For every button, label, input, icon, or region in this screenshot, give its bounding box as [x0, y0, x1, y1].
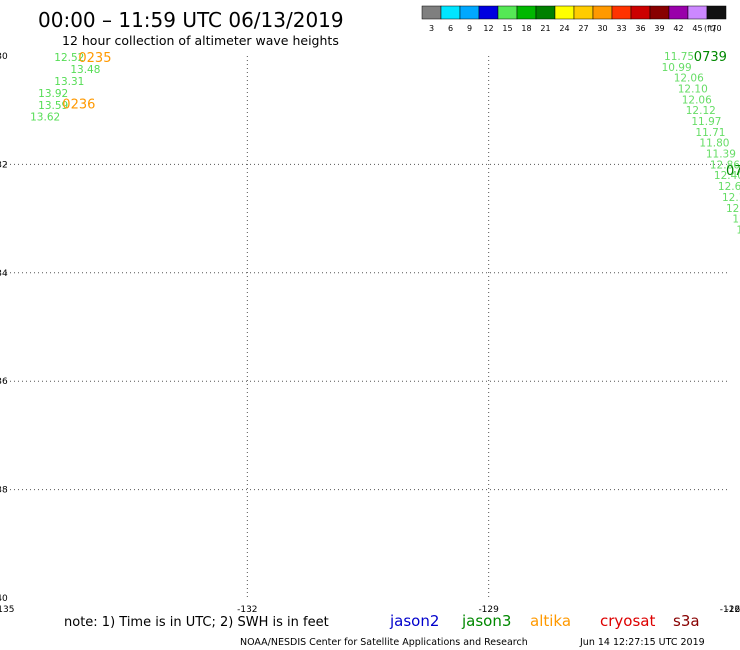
- chart-subtitle: 12 hour collection of altimeter wave hei…: [62, 33, 339, 48]
- wave-height-value: 12.30: [732, 214, 740, 226]
- legend-entry-s3a: s3a: [673, 612, 700, 630]
- y-tick-label: -32: [0, 160, 8, 170]
- x-tick-label: -120: [726, 605, 740, 615]
- x-tick-label: -132: [237, 605, 257, 615]
- color-scale-swatch: [706, 5, 727, 20]
- color-scale-swatch: [592, 5, 613, 20]
- color-scale-swatch: [497, 5, 518, 20]
- x-tick-label: -129: [478, 605, 499, 615]
- color-scale-swatch: [573, 5, 594, 20]
- y-tick-label: -36: [0, 377, 8, 387]
- y-tick-label: -34: [0, 269, 8, 279]
- color-scale-swatch: [535, 5, 556, 20]
- color-scale-label: 15: [502, 24, 512, 33]
- pass-time-label: 0739: [694, 50, 727, 65]
- y-tick-label: -30: [0, 52, 8, 62]
- color-scale-swatch: [554, 5, 575, 20]
- color-scale-label: 27: [578, 24, 588, 33]
- color-scale-swatch: [649, 5, 670, 20]
- color-scale-label: 42: [673, 24, 683, 33]
- color-scale-label: 36: [635, 24, 645, 33]
- color-scale-swatch: [459, 5, 480, 20]
- wave-height-value: 11.75: [664, 51, 694, 63]
- wave-height-value: 11.97: [691, 116, 721, 128]
- wave-height-value: 12.06: [682, 94, 712, 106]
- color-scale-label: 9: [467, 24, 472, 33]
- color-scale-label: 3: [429, 24, 434, 33]
- wave-height-value: 13.59: [38, 100, 68, 112]
- color-scale-swatch: [611, 5, 632, 20]
- color-scale-label: 39: [654, 24, 664, 33]
- color-scale-label: 70: [711, 24, 721, 33]
- wave-height-value: 12.10: [678, 84, 708, 96]
- color-scale-swatch: [516, 5, 537, 20]
- pass-time-label: 0235: [78, 51, 111, 66]
- wave-height-value: 12.12: [686, 105, 716, 117]
- satellite-legend: jason2 jason3 altika cryosat s3a: [389, 612, 700, 630]
- color-scale-label: 45: [692, 24, 702, 33]
- y-tick-label: -40: [0, 594, 8, 604]
- wave-height-value: 12.86: [710, 159, 740, 171]
- wave-height-value: 11.71: [695, 127, 725, 139]
- color-scale-swatch: [478, 5, 499, 20]
- color-scale-swatch: [421, 5, 442, 20]
- pass-time-label: 0740: [726, 164, 740, 179]
- wave-height-value: 12.16: [722, 192, 740, 204]
- color-scale-label: 33: [616, 24, 626, 33]
- wave-height-value: 13.31: [54, 76, 84, 88]
- color-scale-swatch: [687, 5, 708, 20]
- color-scale-label: 18: [521, 24, 531, 33]
- legend-entry-altika: altika: [530, 612, 571, 630]
- wave-height-value: 10.99: [662, 62, 692, 74]
- y-axis-ticks: -30 -32 -34 -36 -38 -40: [0, 52, 8, 604]
- color-scale-unit: (ft): [704, 24, 716, 33]
- plot-grid: [6, 56, 730, 598]
- footer-note: note: 1) Time is in UTC; 2) SWH is in fe…: [64, 615, 329, 630]
- wave-height-value: 12.06: [674, 73, 704, 85]
- footer-timestamp: Jun 14 12:27:15 UTC 2019: [579, 637, 705, 648]
- footer-credit: NOAA/NESDIS Center for Satellite Applica…: [240, 637, 528, 648]
- pass-time-label: 0236: [62, 98, 95, 113]
- wave-height-value: 13.48: [70, 64, 100, 76]
- legend-entry-jason3: jason3: [461, 612, 511, 630]
- wave-height-value: 11.80: [699, 138, 729, 150]
- legend-entry-cryosat: cryosat: [600, 612, 655, 630]
- color-scale-swatch: [630, 5, 651, 20]
- y-tick-label: -38: [0, 486, 8, 496]
- wave-height-value: 12.58: [726, 203, 740, 215]
- wave-height-value: 13.62: [30, 112, 60, 124]
- x-tick-label: -135: [0, 605, 14, 615]
- wave-height-value: 12.62: [718, 181, 740, 193]
- chart-title: 00:00 – 11:59 UTC 06/13/2019: [38, 8, 344, 32]
- wave-height-value: 11.39: [706, 149, 736, 161]
- color-scale-swatch: [668, 5, 689, 20]
- color-scale-legend: 3 6 9 12 15 18 21 24 27 30 33 36 39 42 45 70: [421, 5, 727, 33]
- color-scale-label: 24: [559, 24, 569, 33]
- color-scale-swatch: [440, 5, 461, 20]
- wave-height-value: 11.93: [736, 224, 740, 236]
- x-axis-ticks: -135-132-129-126-123-120: [0, 605, 740, 615]
- color-scale-label: 12: [483, 24, 493, 33]
- legend-entry-jason2: jason2: [389, 612, 439, 630]
- wave-height-value: 12.40: [714, 170, 740, 182]
- pass-time-labels: 0235023607390740074107420640063906380637…: [62, 50, 740, 179]
- color-scale-label: 30: [597, 24, 607, 33]
- wave-height-value: 12.52: [54, 52, 84, 64]
- color-scale-label: 6: [448, 24, 453, 33]
- wave-height-value: 13.92: [38, 88, 68, 100]
- x-tick-label: -126: [720, 605, 740, 615]
- color-scale-label: 21: [540, 24, 550, 33]
